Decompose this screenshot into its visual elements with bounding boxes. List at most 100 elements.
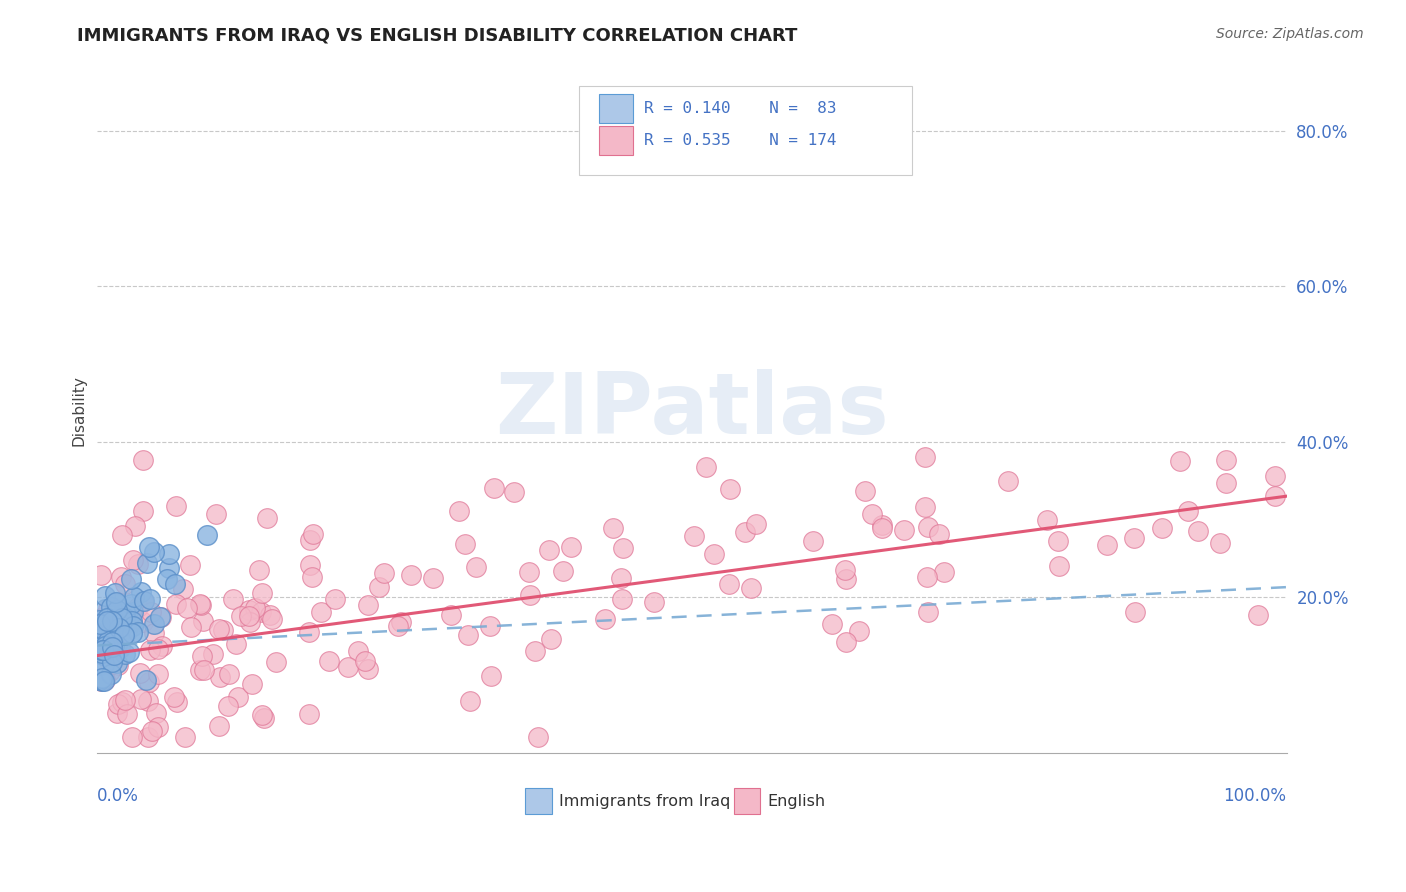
Immigrants from Iraq xyxy=(131,585,153,599)
English xyxy=(872,518,894,533)
English xyxy=(523,644,546,658)
Immigrants from Iraq xyxy=(142,545,165,559)
English xyxy=(917,520,939,534)
Immigrants from Iraq xyxy=(103,648,125,663)
English xyxy=(114,692,136,706)
English xyxy=(301,570,323,584)
English xyxy=(179,558,201,572)
English xyxy=(129,666,152,681)
Immigrants from Iraq xyxy=(104,595,127,609)
Immigrants from Iraq xyxy=(101,640,124,655)
English xyxy=(114,577,136,591)
English xyxy=(717,577,740,591)
Immigrants from Iraq xyxy=(87,646,110,660)
Text: Immigrants from Iraq: Immigrants from Iraq xyxy=(558,794,730,809)
English xyxy=(399,567,422,582)
English xyxy=(551,564,574,578)
English xyxy=(457,627,479,641)
Immigrants from Iraq xyxy=(90,638,112,652)
Immigrants from Iraq xyxy=(114,648,136,662)
FancyBboxPatch shape xyxy=(599,94,633,122)
Immigrants from Iraq xyxy=(149,610,172,624)
English xyxy=(141,605,163,619)
English xyxy=(560,540,582,554)
English xyxy=(703,547,725,561)
English xyxy=(146,667,169,681)
English xyxy=(478,618,501,632)
English xyxy=(519,589,541,603)
English xyxy=(917,605,939,619)
Immigrants from Iraq xyxy=(110,619,132,633)
Immigrants from Iraq xyxy=(108,621,131,635)
English xyxy=(1047,559,1070,574)
English xyxy=(801,534,824,549)
English xyxy=(593,612,616,626)
English xyxy=(127,557,149,571)
Immigrants from Iraq xyxy=(90,646,112,660)
Immigrants from Iraq xyxy=(122,619,145,633)
English xyxy=(252,708,274,723)
English xyxy=(127,600,149,615)
English xyxy=(683,529,706,543)
English xyxy=(110,570,132,584)
Immigrants from Iraq xyxy=(91,642,114,657)
English xyxy=(105,706,128,721)
Immigrants from Iraq xyxy=(156,573,179,587)
Immigrants from Iraq xyxy=(89,640,111,654)
English xyxy=(602,521,624,535)
Immigrants from Iraq xyxy=(122,605,145,619)
Immigrants from Iraq xyxy=(104,586,127,600)
English xyxy=(212,623,235,637)
Immigrants from Iraq xyxy=(94,639,117,653)
FancyBboxPatch shape xyxy=(734,789,759,814)
English xyxy=(188,663,211,677)
English xyxy=(610,571,633,585)
English xyxy=(1264,489,1286,503)
English xyxy=(454,537,477,551)
English xyxy=(111,528,134,542)
English xyxy=(373,566,395,581)
English xyxy=(247,563,270,577)
Immigrants from Iraq xyxy=(87,613,110,627)
Immigrants from Iraq xyxy=(90,673,112,688)
English xyxy=(245,601,267,615)
English xyxy=(90,611,112,625)
English xyxy=(718,482,741,496)
English xyxy=(298,706,321,721)
Text: IMMIGRANTS FROM IRAQ VS ENGLISH DISABILITY CORRELATION CHART: IMMIGRANTS FROM IRAQ VS ENGLISH DISABILI… xyxy=(77,27,797,45)
English xyxy=(1264,469,1286,483)
Immigrants from Iraq xyxy=(108,614,131,628)
English xyxy=(89,640,111,654)
English xyxy=(835,635,858,649)
English xyxy=(249,605,271,619)
Immigrants from Iraq xyxy=(94,635,117,649)
Immigrants from Iraq xyxy=(111,611,134,625)
English xyxy=(165,597,187,611)
English xyxy=(141,724,163,739)
English xyxy=(465,560,488,574)
English xyxy=(1036,513,1059,527)
English xyxy=(298,624,321,639)
English xyxy=(204,507,226,521)
English xyxy=(132,504,155,518)
English xyxy=(301,526,323,541)
Immigrants from Iraq xyxy=(101,607,124,622)
Immigrants from Iraq xyxy=(163,576,186,591)
Immigrants from Iraq xyxy=(97,634,120,648)
English xyxy=(105,598,128,612)
English xyxy=(835,572,858,586)
Immigrants from Iraq xyxy=(90,643,112,657)
Immigrants from Iraq xyxy=(105,636,128,650)
Immigrants from Iraq xyxy=(103,614,125,628)
English xyxy=(146,720,169,734)
English xyxy=(695,460,717,475)
English xyxy=(914,500,936,515)
Immigrants from Iraq xyxy=(114,611,136,625)
English xyxy=(870,521,893,535)
English xyxy=(934,566,956,580)
English xyxy=(218,667,240,681)
English xyxy=(136,694,159,708)
English xyxy=(1209,536,1232,550)
English xyxy=(893,523,915,537)
Immigrants from Iraq xyxy=(98,629,121,643)
